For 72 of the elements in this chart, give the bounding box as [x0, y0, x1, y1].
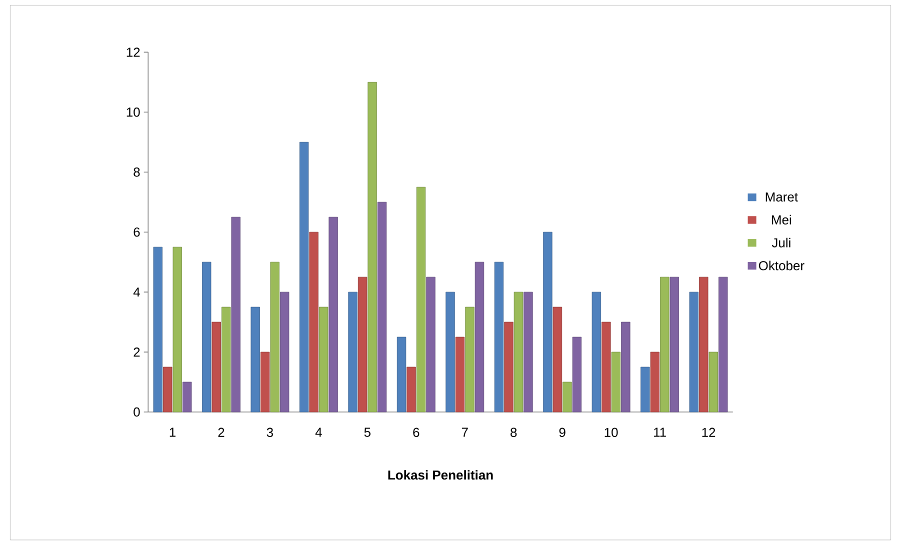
bar — [348, 292, 358, 412]
bar — [465, 306, 474, 412]
bar — [231, 216, 240, 412]
legend-label: Juli — [772, 238, 790, 248]
bar — [318, 306, 328, 412]
bar — [172, 246, 182, 412]
bar — [514, 292, 524, 412]
bar — [689, 292, 698, 412]
bar — [222, 306, 231, 412]
x-tick-label: 3 — [266, 428, 274, 437]
bar — [270, 262, 280, 412]
bar — [455, 336, 465, 412]
bar — [699, 276, 708, 412]
x-tick-label: 1 — [170, 428, 176, 437]
bar — [718, 276, 728, 412]
x-tick-label: 10 — [604, 428, 618, 437]
bar — [474, 262, 484, 412]
bar — [494, 262, 504, 412]
y-tick-label: 12 — [126, 48, 140, 57]
bar — [328, 216, 338, 412]
y-tick-label: 6 — [134, 227, 140, 237]
bar — [182, 382, 192, 412]
x-tick-label: 11 — [654, 428, 666, 437]
x-tick-label: 6 — [413, 428, 420, 437]
legend-label: Oktober — [758, 260, 804, 270]
y-tick-label: 4 — [133, 288, 140, 296]
bar — [358, 276, 368, 412]
bar — [202, 262, 212, 412]
bar — [299, 142, 309, 412]
x-tick-label: 2 — [218, 428, 224, 437]
bar — [212, 322, 221, 412]
bar — [250, 306, 260, 412]
bar — [396, 336, 406, 412]
bar — [377, 202, 387, 412]
bar — [650, 352, 660, 412]
x-tick-label: 4 — [315, 428, 322, 437]
bar — [524, 292, 533, 412]
bar — [416, 186, 426, 412]
bar — [670, 276, 679, 412]
bar — [153, 246, 162, 412]
x-axis-title: Lokasi Penelitian — [388, 470, 493, 480]
bar — [660, 276, 670, 412]
bar — [406, 366, 416, 412]
x-tick-label: 9 — [559, 428, 566, 437]
bar — [309, 232, 318, 412]
bar — [708, 352, 718, 412]
legend-label: Maret — [766, 192, 798, 202]
bar — [552, 306, 562, 412]
y-tick-label: 0 — [134, 407, 140, 417]
bar — [621, 322, 630, 412]
bar — [280, 292, 290, 412]
bar — [446, 292, 455, 412]
bar — [572, 336, 582, 412]
bar — [602, 322, 611, 412]
bar — [504, 322, 514, 412]
y-tick-label: 2 — [134, 347, 140, 356]
bar — [163, 366, 172, 412]
x-tick-label: 7 — [462, 428, 468, 437]
legend-label: Mei — [772, 214, 792, 224]
bar — [260, 352, 270, 412]
bar — [592, 292, 602, 412]
x-tick-label: 12 — [702, 428, 716, 437]
y-tick-label: 10 — [126, 107, 140, 117]
bar — [543, 232, 552, 412]
bar — [640, 366, 650, 412]
x-tick-label: 8 — [510, 428, 517, 437]
x-tick-label: 5 — [364, 428, 370, 437]
bar — [368, 82, 377, 412]
bar — [562, 382, 572, 412]
bar — [611, 352, 621, 412]
y-tick-label: 8 — [134, 167, 140, 177]
bar — [426, 276, 436, 412]
